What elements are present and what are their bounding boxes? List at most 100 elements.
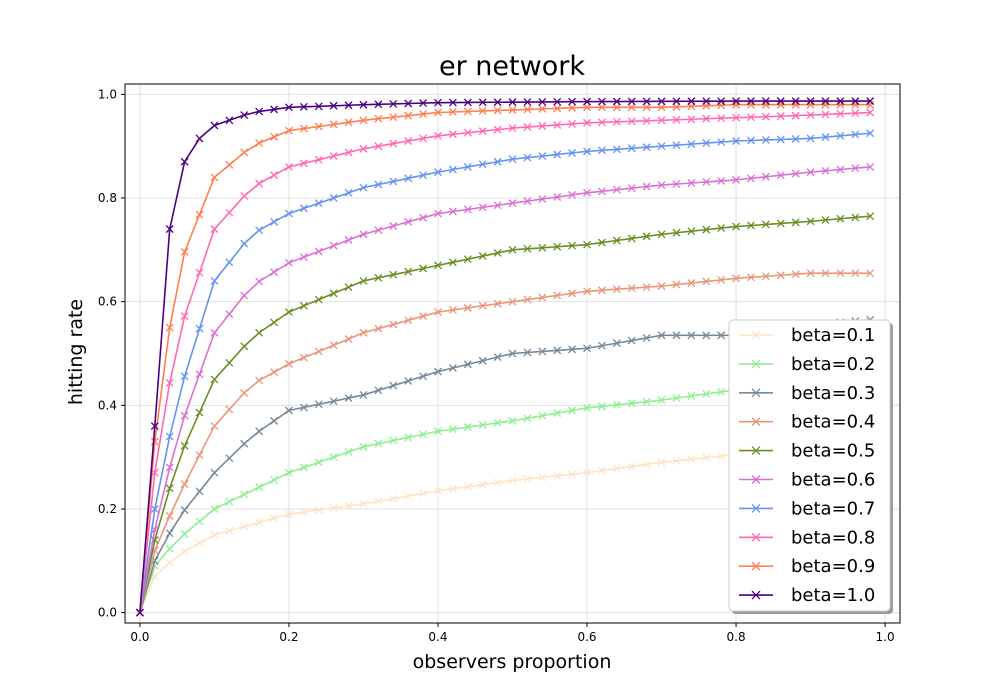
data-point xyxy=(568,119,577,128)
data-point xyxy=(284,103,293,112)
data-point xyxy=(508,105,517,114)
data-point xyxy=(568,406,577,415)
legend-label: beta=0.4 xyxy=(791,412,875,433)
y-tick-label: 1.0 xyxy=(98,87,117,101)
data-point xyxy=(329,120,338,129)
data-point xyxy=(165,511,174,520)
data-point xyxy=(240,239,249,248)
data-point xyxy=(270,475,278,484)
data-point xyxy=(776,271,785,280)
series-beta=0.9 xyxy=(135,100,875,617)
data-point xyxy=(270,268,278,277)
data-point xyxy=(180,506,189,514)
data-point xyxy=(240,111,249,120)
data-point xyxy=(434,98,442,107)
data-point xyxy=(627,336,636,345)
data-point xyxy=(732,175,741,184)
data-point xyxy=(806,111,815,120)
data-point xyxy=(165,378,174,387)
data-point xyxy=(314,155,323,164)
data-point xyxy=(657,396,666,405)
data-point xyxy=(627,103,636,112)
data-point xyxy=(717,114,726,123)
data-point xyxy=(314,295,323,304)
data-point xyxy=(747,100,755,109)
data-point xyxy=(508,349,517,358)
data-point xyxy=(255,226,264,235)
data-point xyxy=(478,106,487,115)
series-beta=0.5 xyxy=(135,212,875,617)
data-point xyxy=(806,217,815,226)
data-point xyxy=(553,409,562,418)
data-point xyxy=(642,116,651,125)
data-point xyxy=(374,226,383,235)
data-point xyxy=(463,482,472,491)
data-point xyxy=(821,133,830,142)
data-point xyxy=(627,462,636,471)
data-point xyxy=(165,225,174,234)
data-point xyxy=(657,116,666,125)
data-point xyxy=(389,99,398,108)
data-point xyxy=(329,453,338,462)
data-point xyxy=(791,270,800,279)
data-point xyxy=(344,236,353,244)
data-point xyxy=(553,120,562,129)
series-group xyxy=(135,97,875,617)
series-line xyxy=(139,111,871,613)
data-point xyxy=(568,470,577,479)
data-point xyxy=(299,463,308,472)
data-point xyxy=(463,303,472,312)
data-point xyxy=(687,331,696,340)
data-point xyxy=(210,468,219,477)
data-point xyxy=(761,97,770,106)
y-tick-label: 0.0 xyxy=(98,606,117,620)
data-point xyxy=(687,179,696,187)
legend-entry: beta=0.9 xyxy=(739,556,875,577)
data-point xyxy=(463,162,472,171)
data-point xyxy=(821,269,830,278)
data-point xyxy=(225,454,234,463)
data-point xyxy=(508,297,517,306)
data-point xyxy=(389,494,398,503)
data-point xyxy=(210,225,219,234)
data-point xyxy=(210,375,219,384)
legend-label: beta=0.3 xyxy=(791,383,875,404)
data-point xyxy=(478,421,487,429)
data-point xyxy=(747,136,755,145)
data-point xyxy=(448,207,457,216)
legend-marker xyxy=(751,330,761,340)
data-point xyxy=(836,97,845,106)
data-point xyxy=(150,422,159,431)
data-point xyxy=(821,97,830,106)
data-point xyxy=(553,97,562,106)
data-point xyxy=(687,227,696,236)
data-point xyxy=(493,98,502,107)
data-point xyxy=(523,414,532,423)
data-point xyxy=(642,103,651,112)
data-point xyxy=(463,107,472,116)
data-point xyxy=(687,97,696,106)
data-point xyxy=(717,275,726,284)
data-point xyxy=(255,139,264,148)
data-point xyxy=(493,125,502,134)
data-point xyxy=(597,97,606,106)
data-point xyxy=(195,408,204,417)
data-point xyxy=(195,451,204,460)
data-point xyxy=(687,279,696,287)
data-point xyxy=(299,124,308,133)
series-line xyxy=(139,100,871,613)
data-point xyxy=(821,110,830,119)
data-point xyxy=(553,150,562,159)
data-point xyxy=(195,370,204,379)
data-point xyxy=(657,103,666,112)
data-point xyxy=(478,480,487,489)
data-point xyxy=(583,188,591,197)
data-point xyxy=(389,320,398,329)
data-point xyxy=(329,152,338,160)
data-point xyxy=(851,97,860,106)
data-point xyxy=(240,439,249,448)
data-point xyxy=(195,487,204,496)
legend-entry: beta=0.7 xyxy=(739,498,875,519)
data-point xyxy=(359,391,368,399)
data-point xyxy=(791,97,800,106)
